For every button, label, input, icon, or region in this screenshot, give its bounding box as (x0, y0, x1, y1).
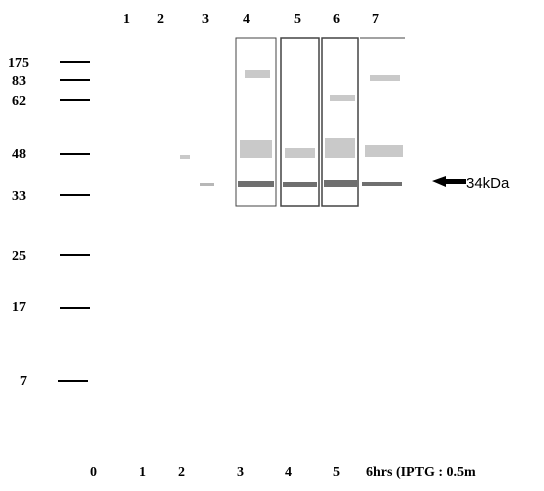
time-label: 2 (178, 465, 185, 480)
top-lane-labels: 1 2 3 4 5 6 7 (123, 12, 379, 27)
marker-bands (58, 62, 90, 381)
lane-label: 2 (157, 12, 164, 27)
gel-lanes (236, 38, 405, 206)
marker-label: 62 (12, 94, 26, 109)
marker-label: 175 (8, 56, 29, 71)
time-label: 1 (139, 465, 146, 480)
lane-label: 4 (243, 12, 250, 27)
marker-label: 33 (12, 189, 26, 204)
band-annotation: 34kDa (466, 175, 510, 192)
lane-label: 6 (333, 12, 340, 27)
lane-label: 3 (202, 12, 209, 27)
marker-label: 17 (12, 300, 26, 315)
marker-label: 25 (12, 249, 26, 264)
marker-label: 7 (20, 374, 27, 389)
lane-label: 1 (123, 12, 130, 27)
time-label: 3 (237, 465, 244, 480)
time-label: 0 (90, 465, 97, 480)
marker-labels: 175 83 62 48 33 25 17 7 (8, 56, 29, 389)
bottom-lane-labels: 0 1 2 3 4 5 6hrs (IPTG : 0.5m (90, 465, 476, 480)
condition-note: 6hrs (IPTG : 0.5m (366, 465, 476, 480)
marker-label: 83 (12, 74, 26, 89)
gel-smudges (180, 70, 403, 159)
lane-label: 5 (294, 12, 301, 27)
gel-figure: 1 2 3 4 5 6 7 175 83 62 48 33 25 17 7 (0, 0, 544, 491)
lane-label: 7 (372, 12, 379, 27)
target-bands (200, 180, 402, 187)
time-label: 5 (333, 465, 340, 480)
arrow (432, 176, 466, 187)
marker-label: 48 (12, 147, 26, 162)
page: 1 2 3 4 5 6 7 175 83 62 48 33 25 17 7 (0, 0, 544, 491)
time-label: 4 (285, 465, 292, 480)
